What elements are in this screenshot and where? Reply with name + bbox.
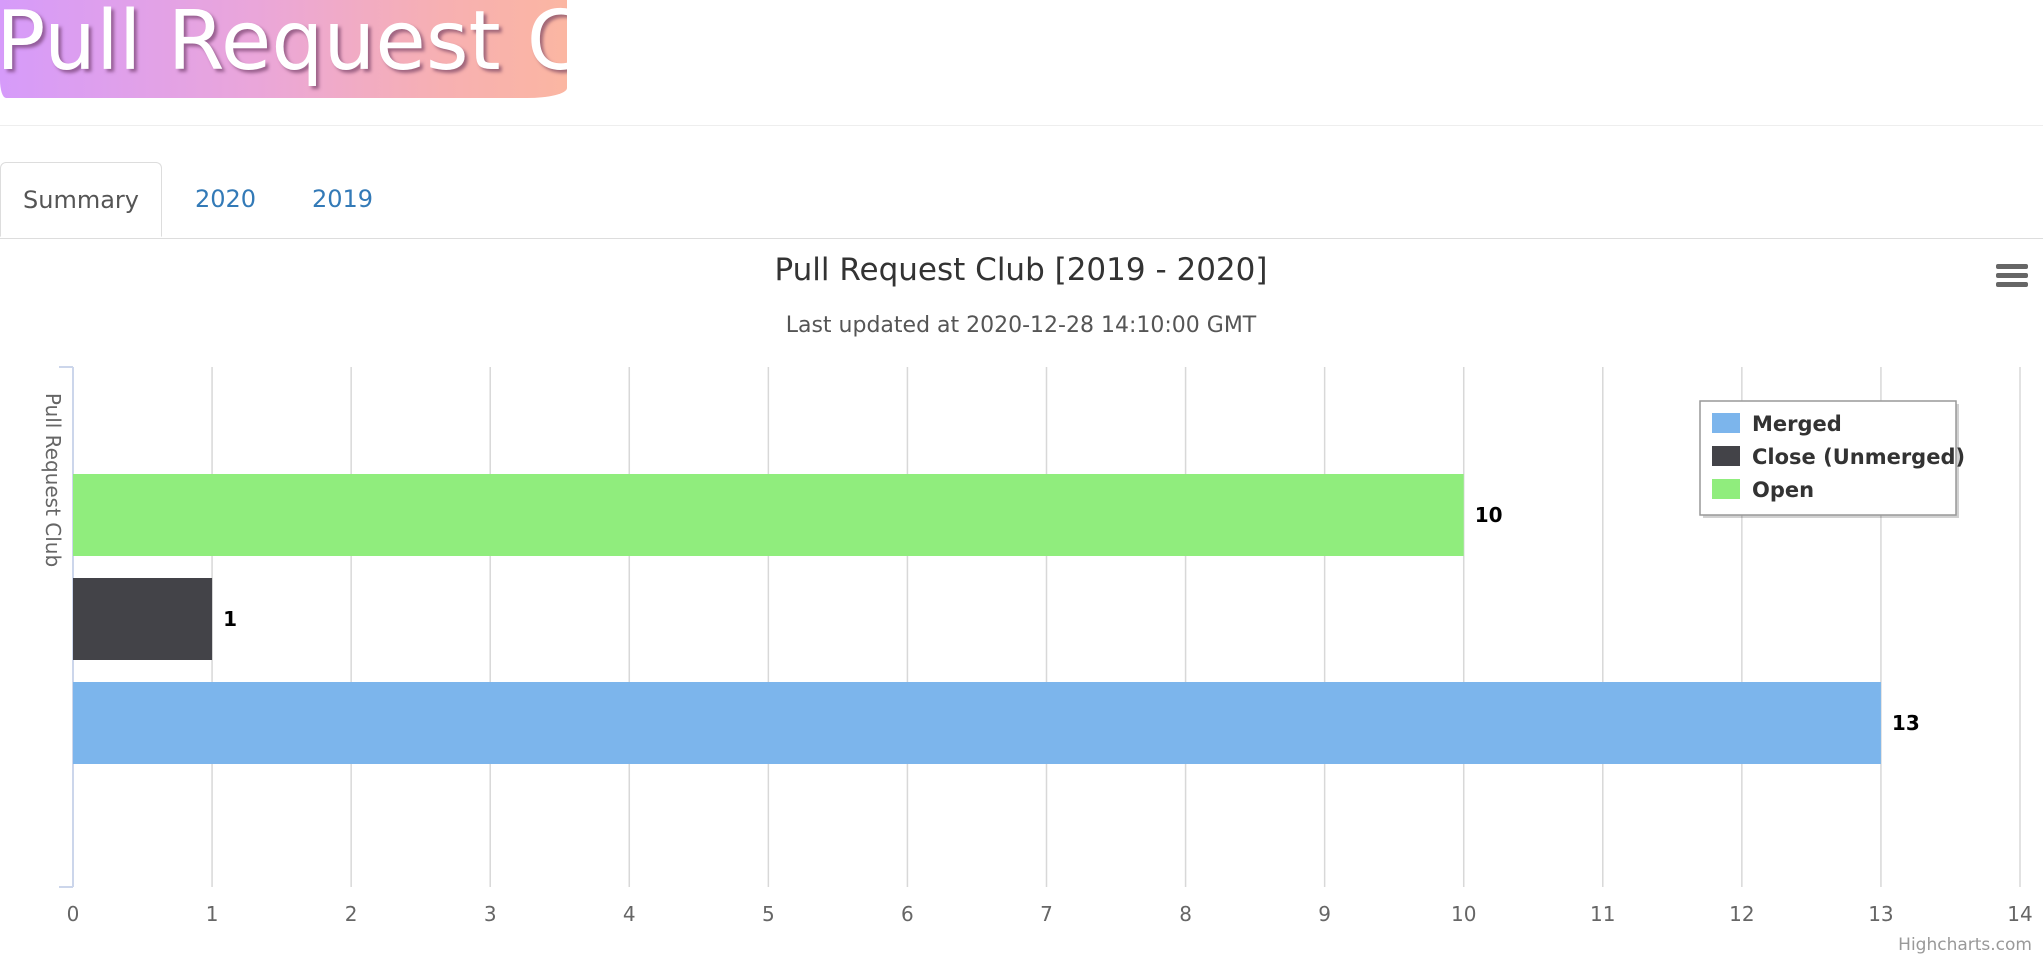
logo-text: Pull Request Club xyxy=(0,0,567,89)
bar-open xyxy=(73,474,1464,556)
x-tick-label: 8 xyxy=(1179,902,1192,926)
legend-swatch xyxy=(1712,479,1740,499)
legend-item-label: Close (Unmerged) xyxy=(1752,445,1965,469)
x-tick-label: 13 xyxy=(1868,902,1893,926)
chart-menu-icon[interactable] xyxy=(1996,264,2028,290)
x-tick-label: 2 xyxy=(345,902,358,926)
legend-item-label: Open xyxy=(1752,478,1814,502)
x-tick-label: 6 xyxy=(901,902,914,926)
legend-item-label: Merged xyxy=(1752,412,1842,436)
x-tick-label: 7 xyxy=(1040,902,1053,926)
bar-close-unmerged xyxy=(73,578,213,660)
category-label: Pull Request Club xyxy=(41,393,65,567)
x-tick-label: 14 xyxy=(2007,902,2032,926)
chart-credits: Highcharts.com xyxy=(1898,935,2032,955)
x-tick-label: 11 xyxy=(1590,902,1615,926)
x-tick-label: 0 xyxy=(67,902,80,926)
x-tick-label: 12 xyxy=(1729,902,1754,926)
legend-swatch xyxy=(1712,446,1740,466)
tab-bar: Summary 2020 2019 xyxy=(0,162,2043,239)
header-divider xyxy=(0,125,2043,126)
x-tick-label: 1 xyxy=(206,902,219,926)
data-label: 10 xyxy=(1475,503,1503,527)
tab-summary[interactable]: Summary xyxy=(0,162,162,237)
bar-merged xyxy=(73,682,1881,764)
chart-title: Pull Request Club [2019 - 2020] xyxy=(775,252,1268,288)
x-tick-label: 3 xyxy=(484,902,497,926)
tab-2020[interactable]: 2020 xyxy=(195,185,257,213)
x-tick-label: 4 xyxy=(623,902,636,926)
x-tick-label: 5 xyxy=(762,902,775,926)
tab-2019[interactable]: 2019 xyxy=(312,185,374,213)
data-label: 1 xyxy=(223,607,237,631)
x-tick-label: 10 xyxy=(1451,902,1476,926)
x-tick-label: 9 xyxy=(1318,902,1331,926)
data-label: 13 xyxy=(1892,711,1920,735)
chart-subtitle: Last updated at 2020-12-28 14:10:00 GMT xyxy=(786,313,1257,338)
legend-box xyxy=(1699,400,1957,516)
site-logo[interactable]: Pull Request Club xyxy=(0,0,567,98)
legend-swatch xyxy=(1712,413,1740,433)
